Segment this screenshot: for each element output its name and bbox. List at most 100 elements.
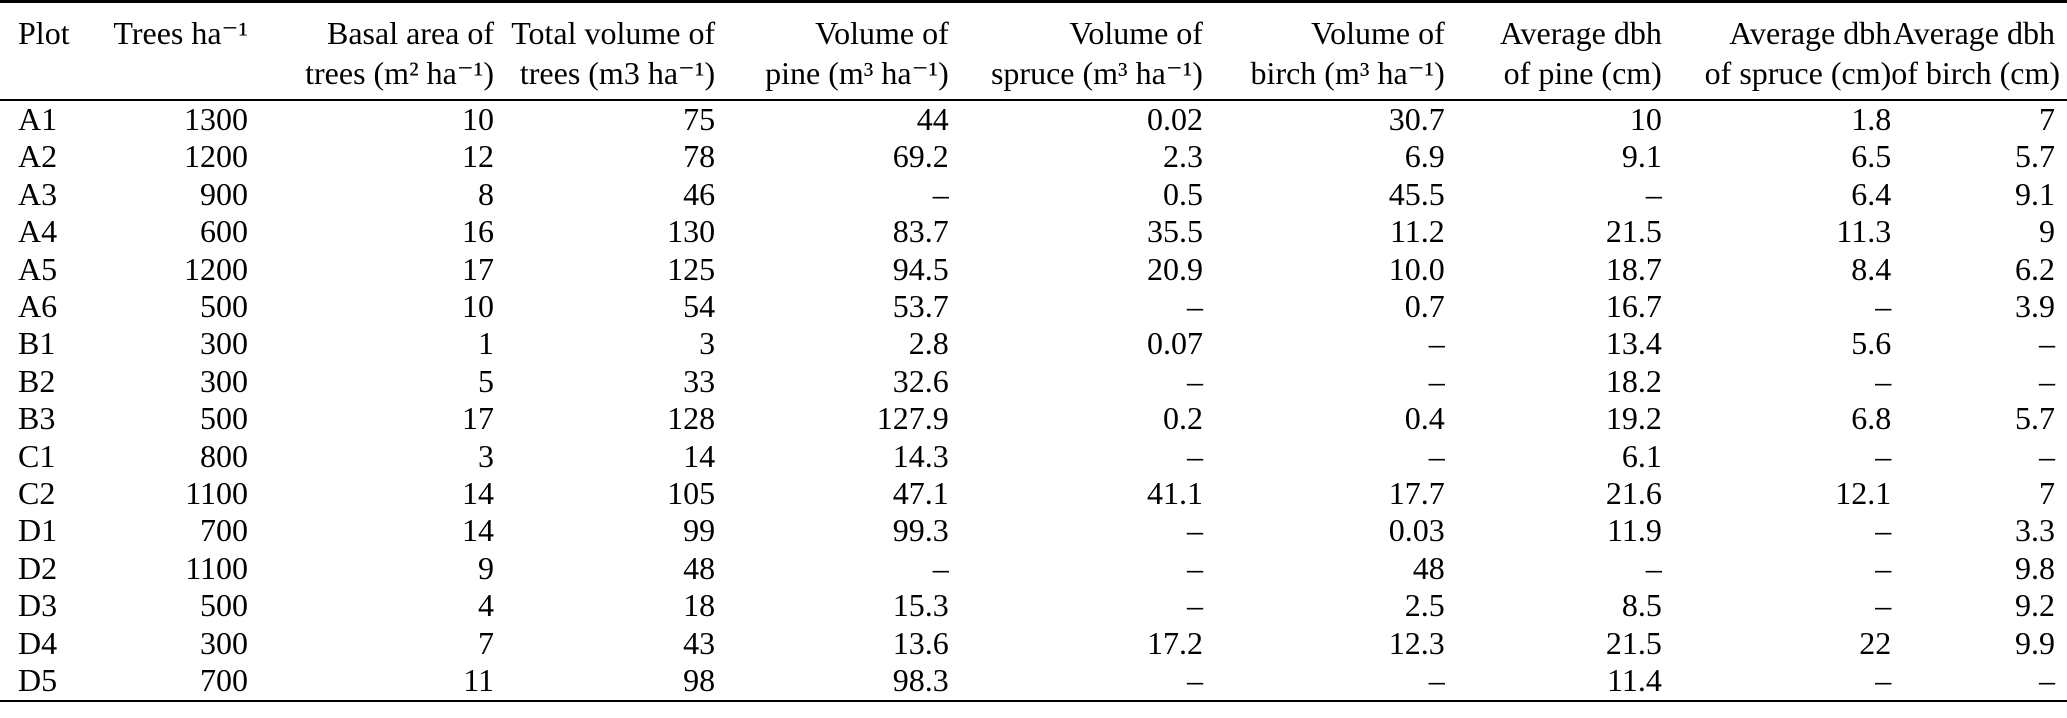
table-cell: 2.8 <box>908 325 949 362</box>
table-cell: – <box>2039 362 2055 399</box>
table-cell: 12.3 <box>1388 624 1445 661</box>
col-header-total-volume: Total volume of trees (m3 ha⁻¹) <box>511 15 716 91</box>
row-plot-label: C1 <box>18 437 56 474</box>
table-cell: 10.0 <box>1388 250 1445 287</box>
table-cell: 1200 <box>184 138 249 175</box>
table-cell: – <box>1428 325 1445 362</box>
table-cell: 900 <box>200 175 249 212</box>
row-plot-label: C2 <box>18 475 56 512</box>
row-plot-label: A4 <box>18 213 58 250</box>
col-header-volume-birch: Volume of birch (m³ ha⁻¹) <box>1250 15 1445 91</box>
table-cell: 98.3 <box>892 662 949 699</box>
table-cell: 300 <box>200 624 249 661</box>
table-cell: 54 <box>683 288 716 325</box>
table-cell: – <box>2039 662 2055 699</box>
table-cell: – <box>1875 288 1892 325</box>
table-cell: – <box>1875 437 1892 474</box>
row-plot-label: D5 <box>18 662 58 699</box>
table-cell: 5.7 <box>2015 400 2055 437</box>
row-plot-label: A1 <box>18 101 58 137</box>
table-cell: 21.6 <box>1605 475 1662 512</box>
table-cell: 75 <box>683 101 716 137</box>
table-cell: 14 <box>462 475 494 512</box>
table-cell: 0.5 <box>1162 175 1203 212</box>
table-row: A3 900 8 46 – 0.5 45.5 – 6.4 9.1 <box>0 176 2067 213</box>
table-cell: 127.9 <box>876 400 949 437</box>
col-header-avg-dbh-birch: Average dbh of birch (cm) <box>1891 15 2061 91</box>
table-row: D2 1100 9 48 – – 48 – – 9.8 <box>0 550 2067 587</box>
table-cell: – <box>1875 362 1892 399</box>
header-row: Plot Trees ha⁻¹ Basal area of trees (m² … <box>0 3 2067 100</box>
table-cell: 16.7 <box>1605 288 1662 325</box>
table-cell: 0.03 <box>1388 512 1445 549</box>
table-cell: 9.9 <box>2015 624 2055 661</box>
table-cell: – <box>1875 662 1892 699</box>
table-cell: 78 <box>683 138 716 175</box>
table-cell: 21.5 <box>1605 624 1662 661</box>
table-cell: 1200 <box>184 250 249 287</box>
table-cell: 99.3 <box>892 512 949 549</box>
table-cell: 3 <box>699 325 716 362</box>
table-cell: 11.4 <box>1607 662 1662 699</box>
row-plot-label: B1 <box>18 325 56 362</box>
table-cell: 9.1 <box>1621 138 1662 175</box>
table-cell: 11 <box>463 662 494 699</box>
table-cell: 10 <box>462 101 494 137</box>
table-cell: 45.5 <box>1388 175 1445 212</box>
table-cell: – <box>2039 325 2055 362</box>
table-cell: 7 <box>478 624 494 661</box>
table-cell: 83.7 <box>892 213 949 250</box>
table-row: A6 500 10 54 53.7 – 0.7 16.7 – 3.9 <box>0 288 2067 325</box>
table-cell: 53.7 <box>892 288 949 325</box>
table-row: A5 1200 17 125 94.5 20.9 10.0 18.7 8.4 6… <box>0 251 2067 288</box>
table-cell: 17.7 <box>1388 475 1445 512</box>
table-row: D5 700 11 98 98.3 – – 11.4 – – <box>0 662 2067 700</box>
table-cell: – <box>1186 512 1203 549</box>
table-cell: 99 <box>683 512 716 549</box>
table-cell: 19.2 <box>1605 400 1662 437</box>
table-cell: 21.5 <box>1605 213 1662 250</box>
table-cell: 3.9 <box>2015 288 2055 325</box>
table-cell: 6.9 <box>1404 138 1445 175</box>
table-cell: 9.1 <box>2015 175 2055 212</box>
table-cell: 13.4 <box>1605 325 1662 362</box>
table-cell: 5.7 <box>2015 138 2055 175</box>
table-cell: 3 <box>478 437 494 474</box>
table-cell: – <box>1645 175 1662 212</box>
table-cell: 8 <box>478 175 494 212</box>
table-cell: 7 <box>2039 101 2055 137</box>
table-cell: 0.4 <box>1404 400 1445 437</box>
table-cell: 35.5 <box>1146 213 1203 250</box>
table-cell: 20.9 <box>1146 250 1203 287</box>
table-cell: 94.5 <box>892 250 949 287</box>
col-header-plot: Plot <box>18 15 70 51</box>
table-cell: 11.9 <box>1607 512 1662 549</box>
table-cell: – <box>932 175 949 212</box>
table-cell: 9.8 <box>2015 549 2055 586</box>
col-header-trees-per-ha: Trees ha⁻¹ <box>113 15 249 51</box>
col-header-avg-dbh-pine: Average dbh of pine (cm) <box>1499 15 1662 91</box>
table-cell: 44 <box>916 101 949 137</box>
table-cell: 17 <box>462 250 494 287</box>
table-cell: – <box>1186 587 1203 624</box>
table-cell: 13.6 <box>892 624 949 661</box>
table-cell: 15.3 <box>892 587 949 624</box>
table-cell: 300 <box>200 362 249 399</box>
table-cell: 0.07 <box>1146 325 1203 362</box>
table-cell: 6.8 <box>1851 400 1892 437</box>
table-cell: 12.1 <box>1835 475 1892 512</box>
table-cell: – <box>1645 549 1662 586</box>
table-cell: 30.7 <box>1388 101 1445 137</box>
table-cell: 2.5 <box>1404 587 1445 624</box>
table-cell: 17.2 <box>1146 624 1203 661</box>
table-cell: 1.8 <box>1851 101 1892 137</box>
table-cell: – <box>1186 549 1203 586</box>
table-cell: 14 <box>462 512 494 549</box>
table-cell: 47.1 <box>892 475 949 512</box>
table-cell: 700 <box>200 512 249 549</box>
table-cell: – <box>1186 662 1203 699</box>
table-row: B1 300 1 3 2.8 0.07 – 13.4 5.6 – <box>0 325 2067 362</box>
table-body: A1 1300 10 75 44 0.02 30.7 10 1.8 7 A2 1… <box>0 100 2067 701</box>
table-row: A1 1300 10 75 44 0.02 30.7 10 1.8 7 <box>0 100 2067 138</box>
table-cell: 500 <box>200 587 249 624</box>
